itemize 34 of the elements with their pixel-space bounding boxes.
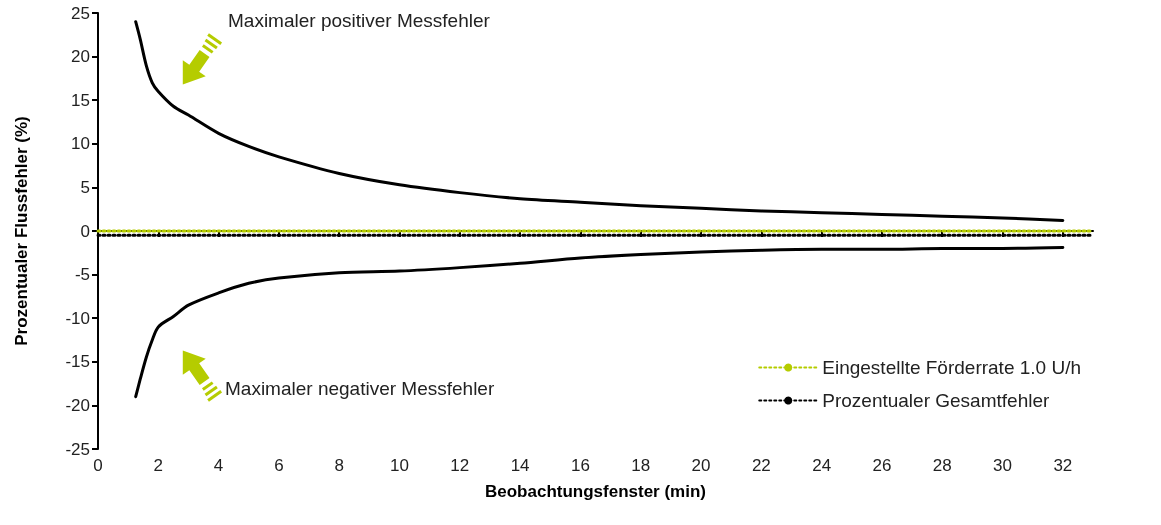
y-tick-label: 20 [71,47,90,67]
x-tick-label: 4 [213,456,224,475]
y-tick-label: -20 [65,395,90,415]
y-tick-label: -15 [65,352,90,372]
y-tick-label: 0 [80,221,90,241]
annotation: Maximaler negativer Messfehler [225,378,495,400]
x-tick-label: 0 [93,456,103,475]
x-tick-label: 10 [390,456,409,475]
x-tick-label: 2 [153,456,164,475]
legend-label: Prozentualer Gesamtfehler [822,390,1050,411]
y-axis-title: Prozentualer Flussfehler (%) [12,116,31,346]
x-tick-label: 22 [751,456,771,475]
x-tick-label: 12 [450,456,470,475]
y-tick-label: 5 [80,177,90,197]
x-tick-label: 6 [274,456,284,475]
y-tick-label: -25 [65,439,90,459]
x-tick-label: 18 [631,456,651,475]
y-tick-label: 25 [71,3,90,23]
x-tick-label: 16 [570,456,590,475]
x-tick-label: 24 [812,456,832,475]
x-tick-label: 14 [510,456,530,475]
legend-label: Eingestellte Förderrate 1.0 U/h [822,357,1081,378]
y-tick-label: -5 [74,265,90,285]
x-tick-label: 32 [1053,456,1073,475]
x-tick-label: 28 [932,456,952,475]
y-tick-label: 10 [71,134,90,154]
x-tick-label: 26 [872,456,892,475]
annotation: Maximaler positiver Messfehler [228,10,490,32]
y-tick-label: -10 [65,308,90,328]
x-tick-label: 8 [334,456,344,475]
x-tick-label: 30 [993,456,1013,475]
x-axis-title: Beobachtungsfenster (min) [484,482,707,501]
y-tick-label: 15 [71,90,90,110]
x-tick-label: 20 [691,456,711,475]
